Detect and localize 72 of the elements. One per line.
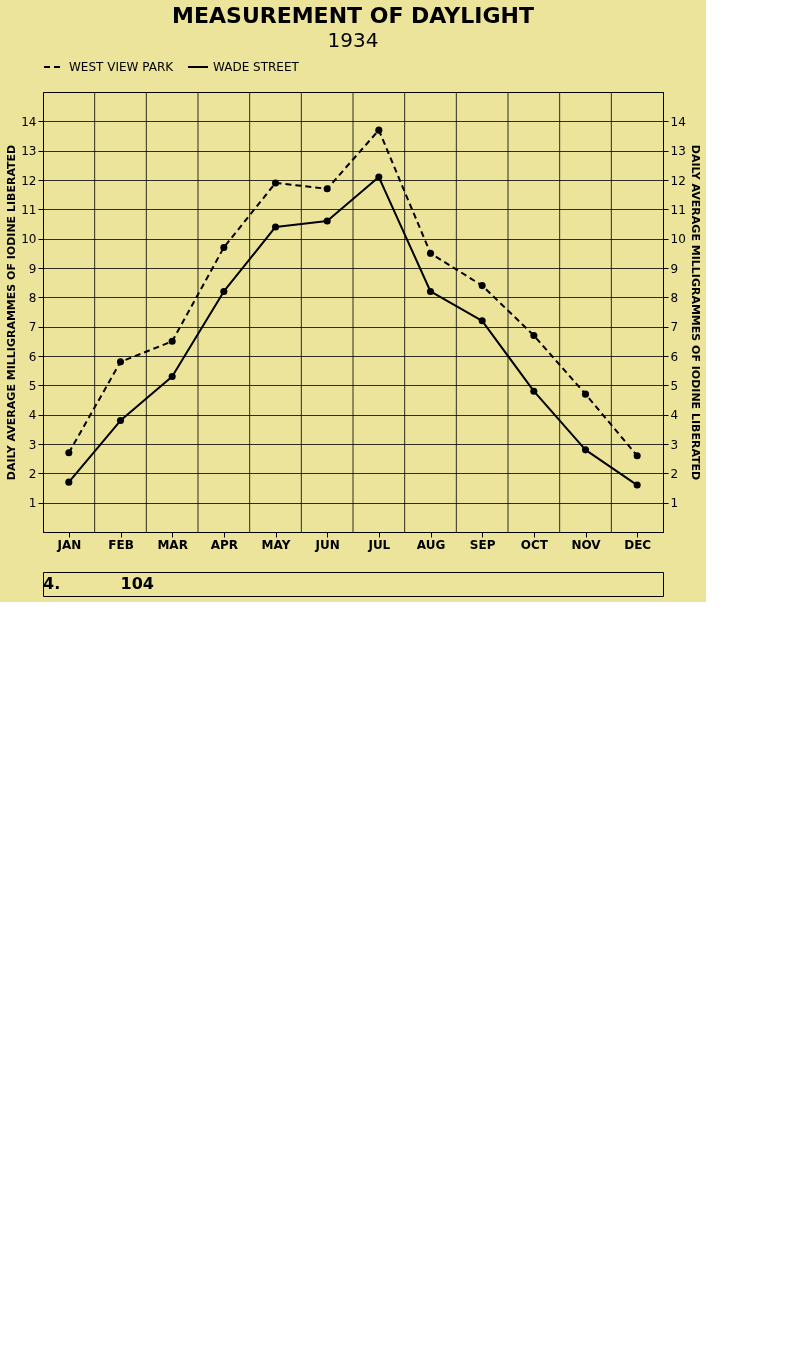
y-tick-label: 8 <box>28 290 37 305</box>
point <box>375 173 383 181</box>
point <box>633 481 641 489</box>
y-tick-label: 4 <box>28 408 37 423</box>
y-tick-label: 13 <box>21 144 37 159</box>
y2-tick-label: 13 <box>670 144 686 159</box>
y2-tick-label: 8 <box>670 290 679 305</box>
y-tick-label: 12 <box>21 173 37 188</box>
y-tick-label: 11 <box>21 202 37 217</box>
x-tick-label: DEC <box>624 537 652 552</box>
y-tick-label: 14 <box>21 114 37 129</box>
point <box>426 287 435 295</box>
point <box>530 387 538 395</box>
y-tick-label: 5 <box>28 378 37 393</box>
y2-tick-label: 7 <box>670 320 679 335</box>
y2-tick-label: 6 <box>670 349 679 364</box>
text: 4. <box>43 574 61 593</box>
point <box>426 249 435 257</box>
point <box>271 223 280 231</box>
legend-label: WEST VIEW PARK <box>69 60 175 74</box>
y2-tick-label: 10 <box>670 232 686 247</box>
x-tick-label: FEB <box>108 537 134 552</box>
y-tick-label: 10 <box>21 232 37 247</box>
y-tick-label: 2 <box>28 466 37 481</box>
x-tick-label: JAN <box>56 537 82 552</box>
y-axis-title: DAILY AVERAGE MILLIGRAMMES OF IODINE LIBERATED <box>5 144 19 481</box>
y-tick-label: 7 <box>28 320 37 335</box>
point <box>168 337 176 345</box>
y2-tick-label: 4 <box>670 408 679 423</box>
point <box>220 243 228 251</box>
y2-tick-label: 12 <box>670 173 686 188</box>
y2-tick-label: 3 <box>670 437 679 452</box>
point <box>168 373 176 381</box>
point <box>581 446 590 454</box>
point <box>116 358 125 366</box>
y2-tick-label: 9 <box>670 261 679 276</box>
chart-title: MEASUREMENT OF DAYLIGHT <box>172 3 534 28</box>
point <box>116 417 125 425</box>
x-tick-label: MAY <box>261 537 291 552</box>
x-tick-label: OCT <box>520 537 549 552</box>
x-tick-label: MAR <box>157 537 188 552</box>
point <box>220 287 228 295</box>
point <box>375 126 383 134</box>
point <box>581 390 590 398</box>
point <box>271 179 280 187</box>
point <box>65 449 73 457</box>
x-tick-label: AUG <box>416 537 446 552</box>
point <box>65 478 73 486</box>
y-tick-label: 6 <box>28 349 37 364</box>
point <box>323 217 331 225</box>
y2-tick-label: 14 <box>670 114 686 129</box>
x-tick-label: NOV <box>571 537 602 552</box>
x-tick-label: JUL <box>367 537 391 552</box>
y2-axis-title: DAILY AVERAGE MILLIGRAMMES OF IODINE LIBERATED <box>688 144 702 481</box>
y-tick-label: 9 <box>28 261 37 276</box>
y-tick-label: 1 <box>28 496 37 511</box>
point <box>530 331 538 339</box>
x-tick-label: APR <box>210 537 238 552</box>
y2-tick-label: 2 <box>670 466 679 481</box>
point <box>633 452 641 460</box>
x-tick-label: SEP <box>469 537 496 552</box>
chart-subtitle: 1934 <box>327 28 379 52</box>
point <box>478 317 486 325</box>
point <box>478 282 486 290</box>
y-tick-label: 3 <box>28 437 37 452</box>
legend-label: WADE STREET <box>213 60 300 74</box>
y2-tick-label: 5 <box>670 378 679 393</box>
text: 104 <box>120 574 154 593</box>
x-tick-label: JUN <box>314 537 340 552</box>
point <box>323 185 331 193</box>
y2-tick-label: 1 <box>670 496 679 511</box>
y2-tick-label: 11 <box>670 202 686 217</box>
